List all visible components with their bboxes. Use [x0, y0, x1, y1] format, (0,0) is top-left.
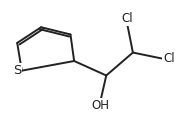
Text: Cl: Cl — [163, 52, 174, 65]
Text: OH: OH — [92, 99, 110, 112]
Text: Cl: Cl — [122, 12, 133, 25]
Text: S: S — [13, 64, 21, 77]
